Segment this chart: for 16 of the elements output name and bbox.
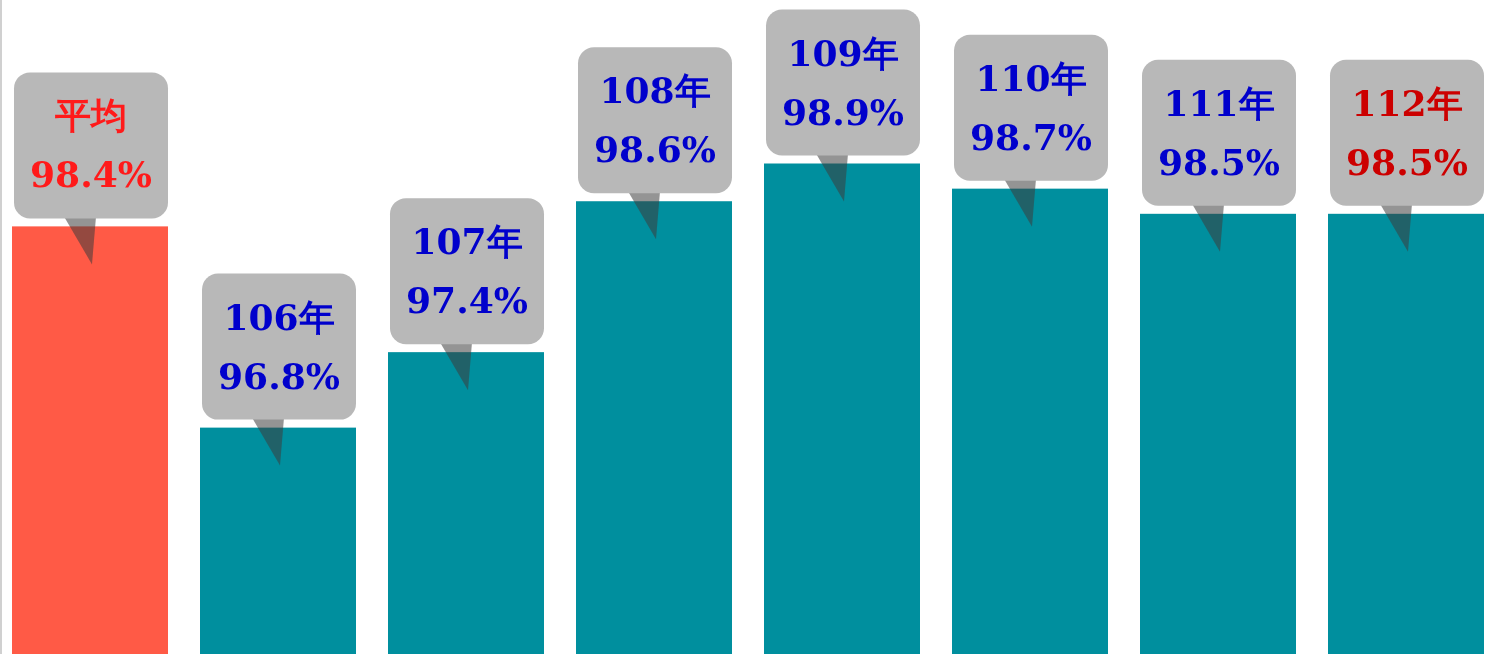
data-label: 98.4% bbox=[30, 153, 152, 196]
data-label: 98.7% bbox=[970, 115, 1092, 158]
x-tick-label: 106年 bbox=[223, 295, 335, 338]
data-label: 98.6% bbox=[594, 128, 716, 171]
x-tick-label: 111年 bbox=[1163, 81, 1275, 124]
data-label: 98.5% bbox=[1346, 140, 1468, 183]
data-label: 97.4% bbox=[406, 279, 528, 322]
data-label: 98.5% bbox=[1158, 140, 1280, 183]
data-label: 98.9% bbox=[782, 90, 904, 133]
x-tick-label: 110年 bbox=[975, 56, 1087, 99]
x-tick-label: 112年 bbox=[1351, 81, 1463, 124]
data-label: 96.8% bbox=[218, 354, 340, 397]
x-tick-label: 108年 bbox=[599, 69, 711, 112]
x-tick-label: 109年 bbox=[787, 31, 899, 74]
x-tick-label: 平均 bbox=[55, 94, 127, 137]
x-tick-label: 107年 bbox=[411, 220, 523, 263]
